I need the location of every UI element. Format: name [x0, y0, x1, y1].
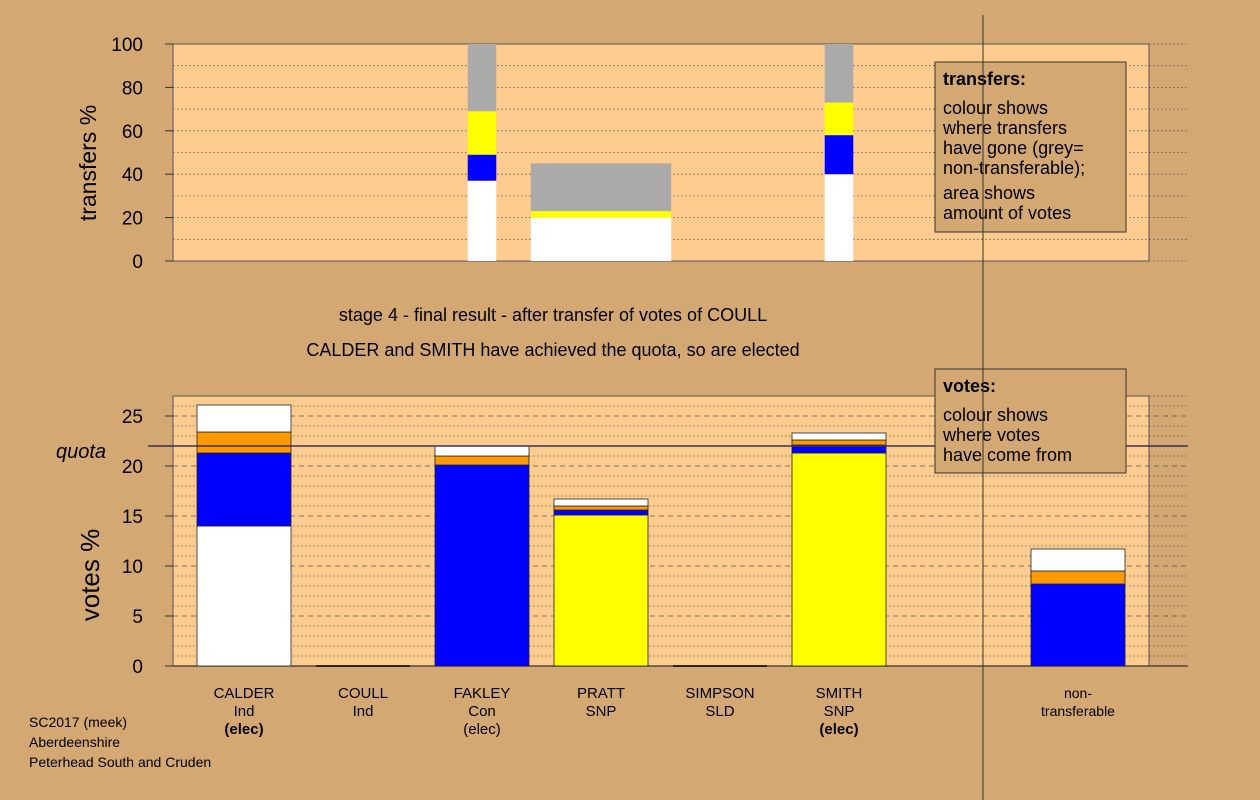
stage-subtitle: CALDER and SMITH have achieved the quota…	[306, 340, 799, 360]
transfer-segment-grey	[824, 44, 854, 103]
x-category-label: non-	[1064, 685, 1092, 701]
x-category-label: CALDER	[214, 685, 275, 702]
votes-x-labels: CALDERInd(elec)COULLIndFAKLEYCon(elec)PR…	[214, 685, 1116, 738]
vote-segment-blue	[553, 509, 649, 516]
footer-line: Aberdeenshire	[29, 734, 120, 750]
x-category-label: SIMPSON	[685, 685, 754, 702]
y-tick-label: 15	[122, 507, 143, 528]
votes-gridlines	[173, 395, 1188, 667]
transfers-legend-text: amount of votes	[943, 203, 1071, 223]
x-category-label: Con	[468, 703, 496, 720]
transfer-segment-blue	[824, 135, 854, 175]
vote-segment-white	[1030, 548, 1126, 572]
transfer-segment-white	[530, 217, 672, 261]
vote-segment-orange	[196, 431, 292, 454]
transfer-segment-blue	[467, 154, 497, 181]
transfers-legend-title: transfers:	[943, 69, 1026, 89]
vote-segment-yellow	[553, 514, 649, 667]
x-category-label: SNP	[586, 703, 617, 720]
transfer-segment-yellow	[824, 102, 854, 136]
vote-segment-white	[553, 498, 649, 507]
votes-legend-text: colour shows	[943, 405, 1048, 425]
transfer-segment-white	[824, 174, 854, 261]
x-category-label: (elec)	[819, 721, 858, 738]
x-category-label: (elec)	[463, 721, 501, 738]
vote-segment-orange	[791, 439, 887, 446]
y-tick-label: 25	[122, 407, 143, 428]
x-category-label: FAKLEY	[454, 685, 511, 702]
vote-segment-yellow	[791, 452, 887, 667]
y-tick-label: 20	[122, 209, 143, 230]
transfers-legend: transfers: colour shows where transfers …	[934, 61, 1127, 233]
transfers-legend-text: have gone (grey=	[943, 138, 1084, 158]
vote-segment-white	[196, 404, 292, 433]
footer-line: Peterhead South and Cruden	[29, 754, 211, 770]
vote-segment-orange	[1030, 570, 1126, 585]
x-category-label: COULL	[338, 685, 388, 702]
transfers-legend-text: colour shows	[943, 98, 1048, 118]
x-category-label: transferable	[1041, 703, 1115, 719]
y-tick-label: 0	[132, 252, 143, 273]
x-category-label: Ind	[353, 703, 374, 720]
transfer-segment-white	[467, 180, 497, 261]
votes-y-ticks: 0 5 10 15 20 25	[122, 407, 173, 678]
y-tick-label: 100	[111, 35, 143, 56]
y-tick-label: 20	[122, 457, 143, 478]
vote-segment-blue	[434, 464, 530, 667]
transfers-y-axis-label: transfers %	[75, 105, 101, 221]
transfer-segment-grey	[467, 44, 497, 112]
x-category-label: Ind	[234, 703, 255, 720]
transfers-gridlines	[173, 43, 1188, 262]
votes-legend-text: where votes	[942, 425, 1040, 445]
vote-segment-blue	[1030, 583, 1126, 667]
vote-segment-orange	[553, 505, 649, 511]
y-tick-label: 5	[132, 607, 143, 628]
vote-segment-white	[791, 432, 887, 441]
transfers-legend-text: area shows	[943, 183, 1035, 203]
x-category-label: SMITH	[816, 685, 863, 702]
vote-segment-blue	[196, 452, 292, 527]
y-tick-label: 10	[122, 557, 143, 578]
votes-legend-box	[934, 368, 1127, 474]
votes-legend-text: have come from	[943, 445, 1072, 465]
transfers-legend-box	[934, 61, 1127, 233]
y-tick-label: 0	[132, 657, 143, 678]
transfer-segment-yellow	[467, 111, 497, 155]
votes-y-axis-label: votes %	[75, 529, 105, 622]
footer-line: SC2017 (meek)	[29, 714, 127, 730]
transfer-segment-yellow	[530, 211, 672, 218]
vote-segment-white	[434, 445, 530, 457]
transfer-segment-grey	[530, 163, 672, 212]
votes-bars	[196, 404, 1126, 667]
transfers-bars	[467, 44, 854, 261]
y-tick-label: 40	[122, 165, 143, 186]
x-category-label: SNP	[824, 703, 855, 720]
transfers-y-ticks: 0 20 40 60 80 100	[111, 35, 173, 273]
quota-label: quota	[56, 441, 106, 463]
y-tick-label: 60	[122, 122, 143, 143]
stage-title: stage 4 - final result - after transfer …	[339, 305, 767, 325]
x-category-label: (elec)	[224, 721, 263, 738]
vote-segment-orange	[434, 455, 530, 466]
votes-legend: votes: colour shows where votes have com…	[934, 368, 1127, 474]
x-category-label: PRATT	[577, 685, 625, 702]
transfers-legend-text: non-transferable);	[943, 158, 1085, 178]
x-category-label: SLD	[705, 703, 734, 720]
transfers-legend-text: where transfers	[942, 118, 1067, 138]
y-tick-label: 80	[122, 78, 143, 99]
votes-legend-title: votes:	[943, 376, 996, 396]
vote-segment-white	[196, 525, 292, 667]
